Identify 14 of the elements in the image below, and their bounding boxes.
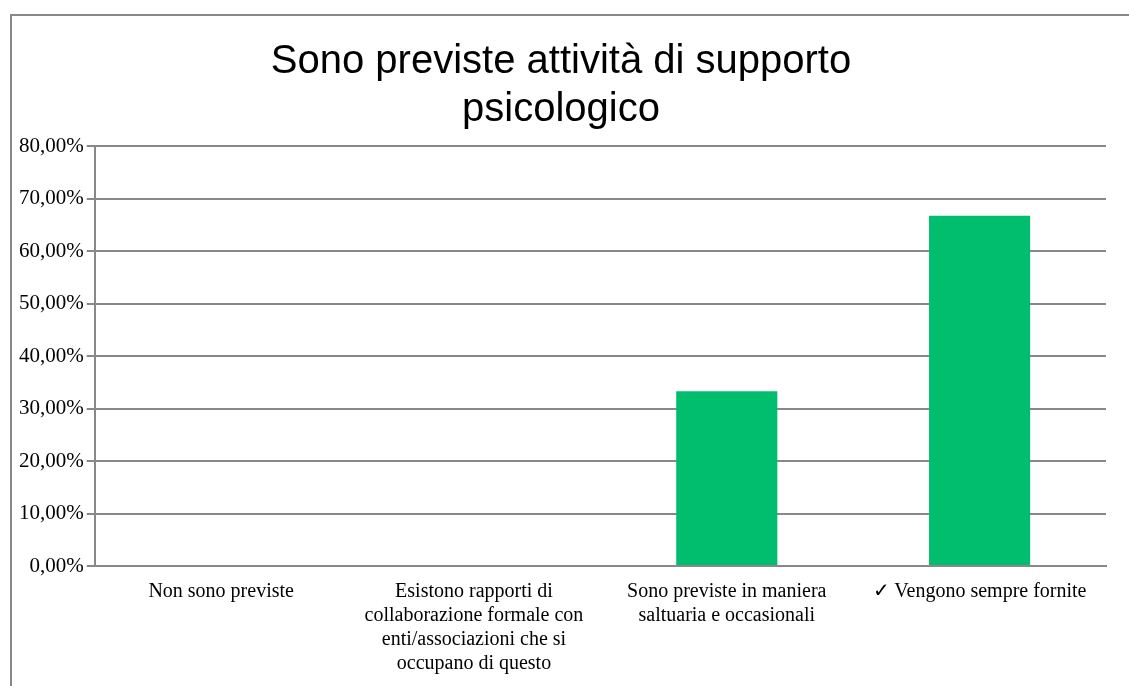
y-tick-label: 50,00% <box>18 290 84 315</box>
y-tick-label: 70,00% <box>18 185 84 210</box>
y-tick-label: 20,00% <box>18 447 84 472</box>
y-tick-label: 30,00% <box>18 395 84 420</box>
chart-title: Sono previste attività di supporto psicologico <box>270 37 852 130</box>
x-tick-label: Non sono previste <box>148 579 295 603</box>
x-tick-label: Esistono rapporti di collaborazione formale con enti/associazioni che si occupano di questo <box>364 579 584 675</box>
x-tick-label: Sono previste in maniera saltuaria e occasionali <box>627 579 827 626</box>
x-tick-label: ✓ Vengono sempre fornite <box>872 579 1087 603</box>
y-tick-label: 40,00% <box>18 342 84 367</box>
y-tick-label: 0,00% <box>29 552 84 577</box>
y-tick-label: 10,00% <box>18 500 84 525</box>
y-tick-label: 60,00% <box>18 237 84 262</box>
y-tick-label: 80,00% <box>18 132 84 157</box>
